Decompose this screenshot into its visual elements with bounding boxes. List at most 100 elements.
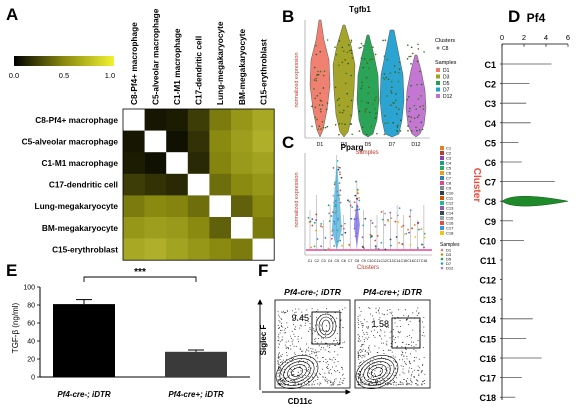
heatmap-cell	[144, 130, 167, 153]
tgfb1-point	[406, 58, 409, 60]
tgfb1-point	[365, 76, 368, 79]
flow-event	[389, 331, 391, 333]
tgfb1-legend-sample: D5	[443, 81, 450, 87]
pparg-x-tick: C14	[394, 259, 400, 263]
pf4-cluster-label: C7	[484, 178, 496, 188]
flow-event	[308, 366, 310, 368]
flow-event	[416, 379, 418, 381]
significance-bracket	[83, 276, 197, 282]
pparg-point	[320, 245, 323, 248]
heatmap-column-label: C1-M1 macrophage	[172, 28, 182, 105]
flow-event	[294, 314, 296, 316]
flow-event	[373, 335, 375, 337]
flow-event	[322, 376, 324, 378]
flow-event	[299, 327, 301, 329]
flow-event	[382, 324, 384, 326]
flow-event	[286, 358, 288, 360]
heatmap-row-label: C5-alveolar macrophage	[22, 136, 119, 146]
pparg-point	[374, 225, 377, 228]
heatmap-cell	[144, 217, 167, 239]
flow-event	[396, 346, 398, 348]
flow-event	[311, 383, 313, 385]
flow-event	[316, 316, 318, 318]
flow-event	[279, 356, 281, 358]
flow-event	[309, 315, 311, 317]
tgfb1-point	[423, 51, 425, 53]
flow-event	[399, 359, 401, 361]
tgfb1-point	[420, 83, 423, 86]
flow-event	[373, 318, 375, 320]
tgfb1-point	[341, 111, 344, 114]
pparg-legend-sample: D5	[446, 257, 452, 262]
flow-event	[364, 356, 366, 358]
tgfb1-point	[320, 128, 322, 130]
flow-event	[421, 383, 423, 385]
flow-event	[378, 307, 380, 309]
colorbar-tick: 1.0	[105, 71, 115, 80]
flow-event	[402, 359, 404, 361]
tgfb1-point	[338, 122, 341, 125]
heatmap-cell	[231, 238, 253, 261]
flow-event	[370, 383, 372, 385]
flow-event	[367, 338, 369, 340]
flow-event	[317, 334, 319, 336]
flow-event	[406, 383, 408, 385]
flow-event	[314, 351, 316, 353]
bar-y-tick-label: 40	[27, 339, 35, 346]
flow-event	[331, 318, 333, 320]
flow-event	[410, 378, 412, 380]
pparg-point	[358, 208, 361, 211]
tgfb1-point	[346, 92, 349, 95]
pparg-sample-swatch	[440, 262, 444, 265]
flow-event	[379, 335, 381, 337]
tgfb1-point	[387, 78, 390, 81]
pparg-point	[380, 210, 383, 213]
flow-event	[279, 355, 281, 357]
flow-event	[297, 371, 299, 373]
heatmap-column-label: BM-megakaryocyte	[237, 29, 247, 105]
flow-event	[389, 368, 391, 370]
flow-event	[376, 326, 378, 328]
tgfb1-point	[374, 53, 377, 56]
tgfb1-point	[318, 104, 321, 106]
flow-event	[284, 384, 286, 386]
flow-event	[368, 345, 370, 347]
flow-event	[325, 333, 327, 335]
flow-event	[360, 311, 362, 313]
tgfb1-point	[384, 39, 387, 41]
flow-event	[360, 321, 362, 323]
flow-event	[331, 359, 333, 361]
flow-event	[326, 330, 328, 332]
tgfb1-x-tick: D5	[365, 142, 372, 148]
pparg-legend-cluster: C3	[446, 156, 452, 161]
bar-y-tick-label: 20	[27, 357, 35, 364]
flow-event	[297, 374, 299, 376]
flow-event	[407, 324, 409, 326]
pparg-point	[380, 241, 383, 244]
heatmap-cell	[166, 217, 189, 239]
pparg-legend-cluster: C10	[446, 191, 454, 196]
tgfb1-point	[418, 114, 420, 117]
tgfb1-point	[370, 125, 373, 128]
tgfb1-point	[406, 44, 409, 47]
flow-event	[390, 382, 392, 384]
flow-event	[314, 349, 316, 351]
flow-event	[292, 371, 294, 373]
tgfb-ylabel: TGF-β (ng/ml)	[11, 302, 20, 353]
flow-event	[394, 368, 396, 370]
flow-event	[277, 355, 279, 357]
flow-event	[278, 334, 280, 336]
flow-event	[318, 384, 320, 386]
flow-event	[394, 318, 396, 320]
flow-event	[368, 347, 370, 349]
flow-event	[383, 380, 385, 382]
heatmap-cell	[144, 195, 167, 218]
flow-event	[406, 381, 408, 383]
flow-contour	[287, 364, 307, 380]
tgfb1-point	[367, 102, 370, 104]
pparg-legend-swatch	[440, 186, 444, 190]
flow-event	[279, 316, 281, 318]
pparg-legend-swatch	[440, 216, 444, 220]
pparg-point	[353, 201, 356, 204]
pparg-point	[339, 189, 342, 192]
